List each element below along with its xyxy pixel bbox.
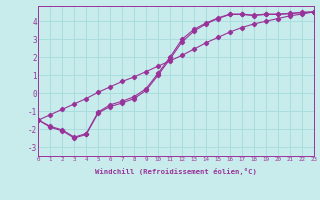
X-axis label: Windchill (Refroidissement éolien,°C): Windchill (Refroidissement éolien,°C) bbox=[95, 168, 257, 175]
